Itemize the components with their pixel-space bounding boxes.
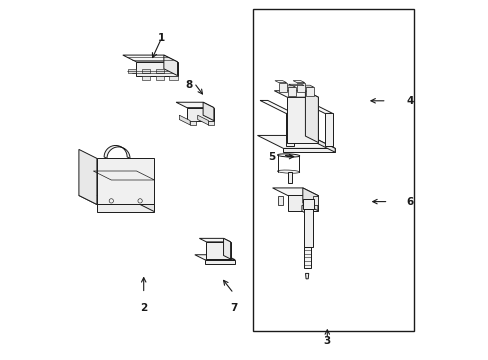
Polygon shape (79, 195, 154, 204)
Polygon shape (206, 242, 230, 259)
Polygon shape (296, 83, 304, 92)
Polygon shape (104, 145, 130, 158)
Polygon shape (208, 121, 213, 125)
Polygon shape (197, 115, 208, 125)
Polygon shape (287, 195, 317, 211)
Polygon shape (136, 62, 177, 76)
Polygon shape (142, 69, 150, 73)
Polygon shape (301, 203, 311, 214)
Polygon shape (199, 238, 230, 242)
Polygon shape (285, 113, 293, 146)
Polygon shape (176, 102, 213, 108)
Polygon shape (287, 87, 295, 96)
Polygon shape (97, 204, 154, 212)
Polygon shape (303, 209, 312, 247)
Polygon shape (274, 81, 286, 83)
Text: 2: 2 (140, 303, 147, 313)
Polygon shape (194, 255, 235, 260)
Polygon shape (186, 108, 213, 121)
Polygon shape (287, 172, 291, 183)
Polygon shape (223, 238, 230, 259)
Polygon shape (204, 260, 235, 264)
Polygon shape (142, 76, 150, 80)
Polygon shape (286, 97, 318, 143)
Polygon shape (274, 91, 318, 97)
Polygon shape (79, 149, 97, 204)
Polygon shape (179, 115, 190, 125)
Bar (253, 9, 413, 331)
Polygon shape (122, 55, 177, 62)
Polygon shape (283, 148, 335, 152)
Polygon shape (298, 100, 332, 113)
Polygon shape (324, 113, 332, 146)
Text: 8: 8 (184, 80, 192, 90)
Polygon shape (277, 154, 299, 157)
Polygon shape (277, 196, 282, 205)
Polygon shape (155, 69, 163, 73)
Polygon shape (203, 102, 213, 121)
Polygon shape (190, 121, 195, 125)
Polygon shape (136, 195, 154, 212)
Polygon shape (292, 81, 304, 83)
Polygon shape (278, 83, 286, 92)
Polygon shape (304, 247, 310, 268)
Polygon shape (285, 155, 291, 156)
Text: 6: 6 (406, 197, 413, 207)
Polygon shape (128, 69, 136, 73)
Polygon shape (257, 135, 335, 148)
Polygon shape (305, 91, 318, 143)
Polygon shape (284, 85, 295, 87)
Polygon shape (302, 188, 317, 211)
Polygon shape (303, 199, 313, 210)
Polygon shape (169, 76, 177, 80)
Polygon shape (97, 158, 154, 204)
Text: 3: 3 (323, 336, 330, 346)
Polygon shape (277, 170, 299, 173)
Polygon shape (302, 85, 313, 87)
Polygon shape (155, 76, 163, 80)
Polygon shape (312, 196, 317, 205)
Polygon shape (305, 87, 313, 96)
Text: 4: 4 (406, 96, 413, 106)
Polygon shape (260, 100, 293, 113)
Text: 5: 5 (267, 152, 275, 162)
Polygon shape (272, 188, 317, 195)
Polygon shape (288, 84, 304, 86)
Text: 7: 7 (229, 303, 237, 313)
Polygon shape (309, 135, 335, 152)
Polygon shape (163, 55, 177, 76)
Polygon shape (305, 274, 308, 279)
Text: 1: 1 (158, 33, 165, 43)
